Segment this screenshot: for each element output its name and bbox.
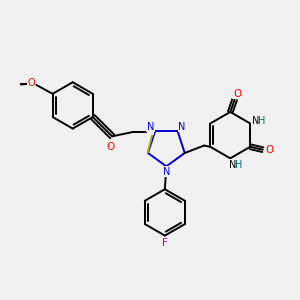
Text: O: O (265, 145, 274, 155)
Text: O: O (233, 88, 241, 98)
Text: H: H (258, 116, 265, 126)
Text: O: O (27, 78, 35, 88)
Text: H: H (235, 160, 242, 170)
Text: F: F (162, 238, 168, 248)
Text: N: N (163, 167, 170, 177)
Text: O: O (106, 142, 115, 152)
Text: S: S (147, 124, 154, 134)
Text: N: N (229, 160, 236, 170)
Text: N: N (252, 116, 259, 126)
Text: N: N (178, 122, 186, 132)
Text: N: N (147, 122, 154, 132)
